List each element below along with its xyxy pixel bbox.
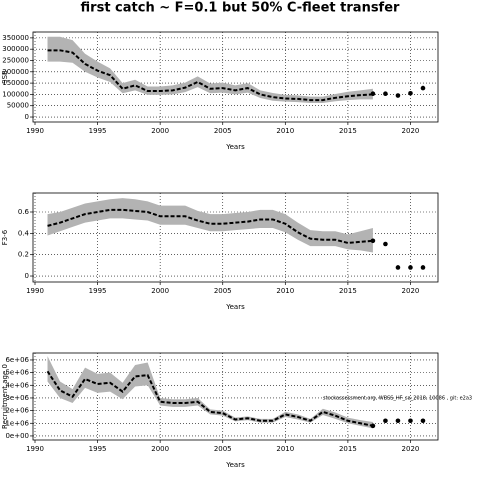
x-axis-label: Years [225, 303, 245, 311]
confidence-band [47, 36, 373, 104]
y-tick-label: 5e+06 [5, 369, 29, 377]
forecast-point [370, 91, 376, 97]
annotation: stockassessment.org, WBSS_HF_sa_2018, 10… [323, 396, 472, 402]
x-axis-label: Years [225, 143, 245, 151]
forecast-point [383, 91, 388, 97]
x-tick-label: 1990 [26, 445, 44, 453]
y-tick-label: 3e+06 [5, 394, 29, 402]
y-tick-label: 300000 [2, 45, 29, 53]
x-tick-label: 2000 [151, 445, 169, 453]
y-tick-label: 0.6 [18, 208, 30, 216]
y-tick-label: 4e+06 [5, 381, 29, 389]
y-tick-label: 100000 [2, 90, 29, 98]
x-tick-label: 2010 [276, 287, 294, 295]
forecast-point [408, 418, 413, 424]
x-tick-label: 2015 [339, 127, 357, 135]
x-tick-label: 2010 [276, 127, 294, 135]
forecast-point [370, 423, 376, 429]
x-tick-label: 2005 [214, 287, 232, 295]
forecast-point [420, 85, 426, 91]
x-tick-label: 2000 [151, 127, 169, 135]
forecast-point [395, 265, 401, 270]
forecast-point [420, 418, 426, 424]
x-axis-label: Years [225, 461, 245, 469]
forecast-point [383, 418, 388, 424]
x-tick-label: 2020 [402, 287, 420, 295]
x-tick-label: 1990 [26, 127, 44, 135]
estimate-line [47, 208, 374, 244]
y-tick-label: 0.4 [18, 229, 30, 237]
y-axis-label: F3-6 [1, 229, 9, 245]
y-tick-label: 2e+06 [5, 407, 29, 415]
forecast-point [408, 265, 413, 270]
confidence-band [47, 198, 373, 253]
x-tick-label: 2020 [402, 445, 420, 453]
plot-frame [32, 31, 439, 123]
forecast-point [395, 93, 401, 98]
x-tick-label: 2020 [402, 127, 420, 135]
plot-frame [32, 352, 439, 441]
x-tick-label: 1995 [89, 127, 107, 135]
x-tick-label: 2005 [214, 127, 232, 135]
forecast-point [395, 418, 401, 424]
x-tick-label: 1995 [89, 445, 107, 453]
y-axis-label: SSB [1, 70, 9, 84]
y-tick-label: 1e+06 [5, 419, 29, 427]
x-tick-label: 1990 [26, 287, 44, 295]
x-tick-label: 2000 [151, 287, 169, 295]
x-tick-label: 1995 [89, 287, 107, 295]
y-tick-label: 0e+00 [5, 432, 29, 440]
plot-frame [32, 192, 439, 283]
confidence-band [47, 356, 373, 429]
y-axis-label: Recruitment age 0 [1, 364, 9, 429]
y-tick-label: 0.2 [18, 251, 29, 259]
estimate-line [47, 49, 373, 102]
x-tick-label: 2015 [339, 287, 357, 295]
y-tick-label: 6e+06 [5, 356, 29, 364]
y-tick-label: 150000 [2, 79, 29, 87]
forecast-point [370, 238, 376, 244]
x-tick-label: 2010 [276, 445, 294, 453]
y-tick-label: 200000 [2, 68, 29, 76]
y-tick-label: 0 [25, 113, 29, 121]
y-tick-label: 50000 [7, 102, 29, 110]
x-tick-label: 2005 [214, 445, 232, 453]
forecast-point [383, 241, 388, 247]
y-tick-label: 0 [25, 272, 29, 280]
y-tick-label: 250000 [2, 56, 29, 64]
forecast-point [420, 265, 426, 270]
x-tick-label: 2015 [339, 445, 357, 453]
y-tick-label: 350000 [2, 34, 29, 42]
figure-title: first catch ~ F=0.1 but 50% C-fleet tran… [81, 1, 401, 16]
forecast-point [408, 90, 413, 96]
